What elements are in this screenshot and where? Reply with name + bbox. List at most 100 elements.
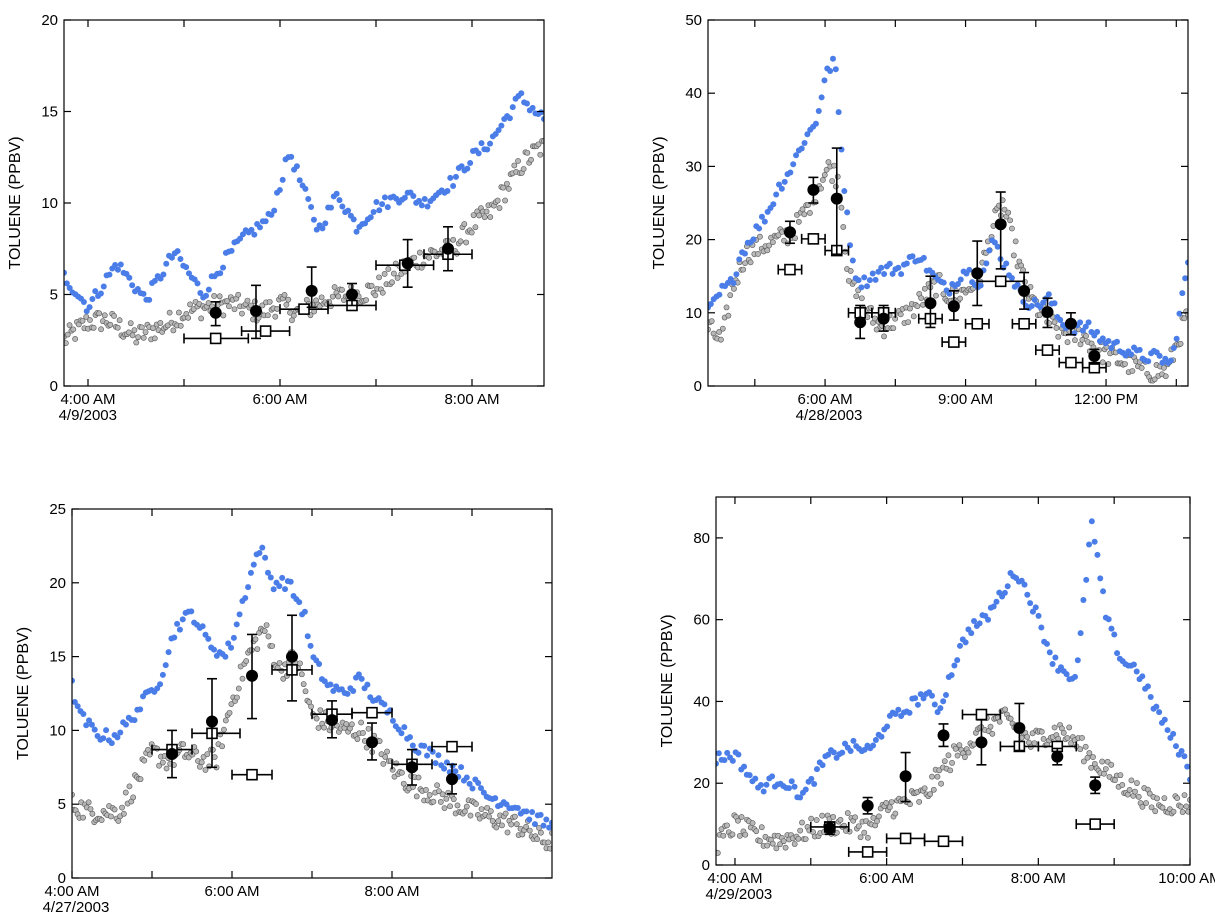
grey-point	[1079, 734, 1085, 741]
y-tick-label: 0	[694, 378, 702, 395]
y-tick-label: 15	[49, 649, 66, 666]
blue-point	[256, 550, 263, 557]
blue-point	[64, 269, 67, 276]
grey-point	[360, 730, 366, 736]
blue-point	[1043, 640, 1050, 647]
blue-point	[849, 257, 856, 264]
blue-point	[330, 688, 337, 695]
grey-point	[708, 318, 715, 325]
square-point	[259, 325, 272, 337]
grey-point	[1185, 808, 1190, 815]
blue-point	[990, 603, 997, 610]
grey-point	[1183, 803, 1190, 810]
grey-point	[1079, 336, 1086, 343]
grey-point	[526, 827, 533, 834]
grey-point	[243, 658, 250, 664]
grey-point	[829, 178, 836, 184]
grey-point	[847, 268, 854, 274]
grey-point	[1135, 793, 1142, 800]
grey-point	[941, 758, 948, 765]
blue-point	[384, 204, 391, 211]
blue-point	[256, 224, 263, 231]
grey-point	[1077, 746, 1084, 753]
blue-point	[484, 146, 491, 153]
blue-point	[830, 749, 837, 756]
y-tick-label: 30	[685, 158, 702, 175]
blue-point	[264, 569, 271, 576]
grey-point	[107, 321, 114, 328]
blue-point	[381, 701, 388, 708]
blue-point	[708, 300, 714, 307]
blue-point	[112, 262, 119, 269]
blue-point	[176, 626, 183, 633]
grey-point	[1038, 728, 1045, 735]
blue-point	[302, 185, 309, 192]
grey-point	[1126, 787, 1133, 793]
grey-point	[365, 725, 372, 732]
grey-point	[290, 312, 297, 319]
blue-point	[301, 608, 308, 615]
grey-point	[1143, 800, 1149, 806]
blue-point	[228, 247, 235, 254]
grey-point	[1162, 373, 1169, 380]
grey-point	[156, 762, 163, 769]
blue-point	[1167, 357, 1174, 364]
blue-point	[1113, 338, 1120, 345]
grey-point	[298, 671, 305, 678]
blue-point	[458, 764, 465, 771]
blue-point	[100, 283, 107, 290]
grey-point	[380, 760, 387, 767]
blue-point	[518, 90, 525, 97]
grey-point	[740, 266, 747, 273]
blue-point	[1038, 624, 1045, 631]
grey-point	[888, 799, 895, 805]
blue-point	[881, 271, 888, 278]
blue-point	[1108, 345, 1115, 352]
x-tick-sublabel: 4/9/2003	[59, 407, 117, 424]
grey-point	[125, 329, 132, 336]
square-point	[1065, 356, 1077, 369]
grey-point	[502, 810, 509, 817]
blue-point	[1040, 299, 1047, 306]
blue-point	[906, 709, 913, 716]
grey-point	[226, 303, 232, 310]
grey-point	[797, 827, 804, 834]
grey-point	[832, 183, 839, 190]
blue-point	[716, 750, 722, 757]
y-tick-label: 5	[58, 796, 66, 813]
y-tick-label: 20	[49, 575, 66, 592]
blue-point	[72, 677, 75, 684]
blue-point	[1184, 763, 1190, 770]
blue-point	[1031, 296, 1038, 303]
blue-point	[350, 216, 357, 223]
blue-point	[977, 282, 984, 289]
square-point	[899, 832, 912, 845]
blue-point	[177, 256, 184, 263]
blue-point	[801, 140, 808, 147]
blue-point	[841, 188, 848, 195]
blue-point	[203, 292, 210, 299]
grey-point	[875, 813, 882, 820]
black-point	[346, 288, 358, 301]
blue-point	[1105, 338, 1112, 345]
grey-point	[791, 841, 798, 847]
grey-point	[85, 799, 92, 806]
blue-point	[776, 181, 783, 188]
grey-point	[261, 628, 268, 635]
grey-point	[269, 643, 276, 649]
blue-point	[477, 785, 484, 792]
blue-point	[137, 706, 144, 713]
blue-point	[319, 225, 326, 232]
blue-point	[344, 690, 351, 697]
grey-point	[204, 751, 211, 758]
grey-point	[1040, 736, 1047, 742]
y-tick-label: 0	[50, 378, 58, 395]
grey-point	[1151, 376, 1158, 383]
blue-point	[66, 284, 73, 291]
blue-point	[222, 653, 229, 660]
y-axis-title: TOLUENE (PPBV)	[15, 627, 32, 760]
grey-point	[720, 832, 727, 839]
y-axis-title: TOLUENE (PPBV)	[651, 136, 668, 269]
plot-area	[64, 90, 544, 347]
